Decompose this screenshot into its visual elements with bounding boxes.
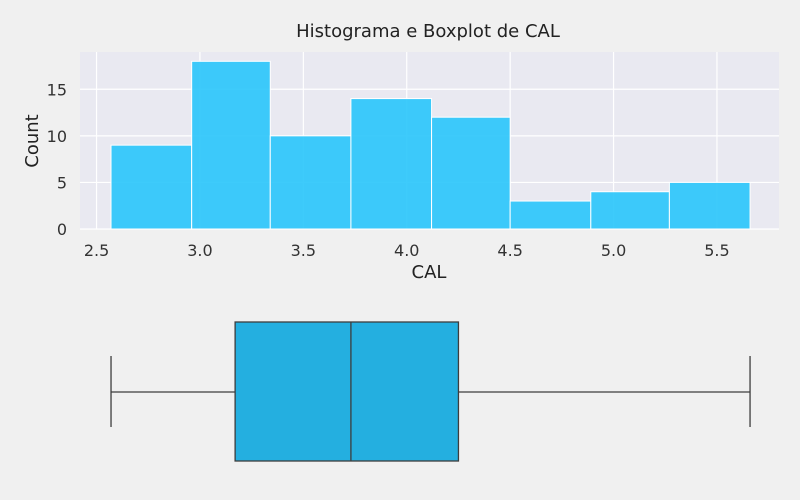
y-axis-label: Count xyxy=(22,114,43,167)
chart-title: Histograma e Boxplot de CAL xyxy=(296,21,560,42)
histogram-y-ticks: 0 5 10 15 xyxy=(47,80,67,239)
x-axis-label: CAL xyxy=(412,262,447,283)
x-tick-label: 5.5 xyxy=(704,241,729,260)
y-tick-label: 10 xyxy=(47,127,67,146)
boxplot xyxy=(110,321,751,462)
histogram-bar xyxy=(269,135,352,230)
histogram-bar xyxy=(590,191,670,230)
histogram-bar xyxy=(191,60,271,230)
x-tick-label: 3.0 xyxy=(187,241,212,260)
y-tick-label: 0 xyxy=(57,220,67,239)
x-tick-label: 4.5 xyxy=(497,241,522,260)
x-tick-label: 4.0 xyxy=(394,241,419,260)
histogram-x-ticks: 2.5 3.0 3.5 4.0 4.5 5.0 5.5 xyxy=(84,241,730,260)
y-tick-label: 15 xyxy=(47,80,67,99)
boxplot-box xyxy=(234,321,460,462)
histogram-bar xyxy=(350,98,433,230)
histogram-bar xyxy=(668,181,751,230)
x-tick-label: 5.0 xyxy=(601,241,626,260)
histogram-bars xyxy=(110,60,751,230)
histogram-bar xyxy=(509,200,592,230)
x-tick-label: 2.5 xyxy=(84,241,109,260)
histogram-bar xyxy=(431,116,511,230)
histogram-bar xyxy=(110,144,193,230)
y-tick-label: 5 xyxy=(57,173,67,192)
x-tick-label: 3.5 xyxy=(291,241,316,260)
